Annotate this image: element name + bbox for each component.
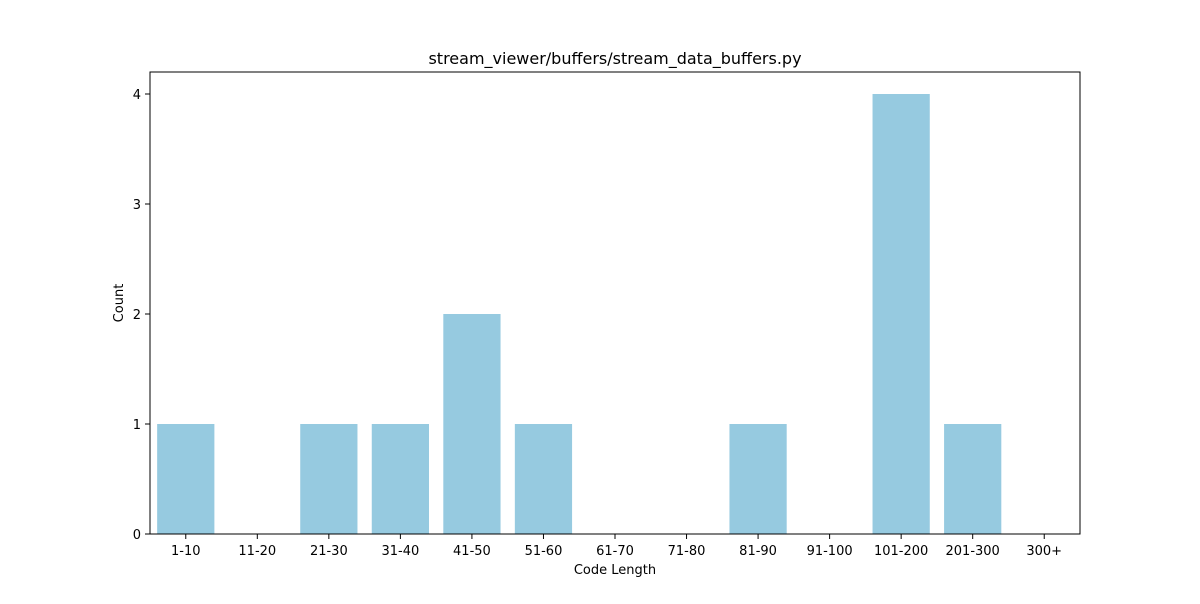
x-tick-label: 71-80	[668, 544, 706, 559]
bar-31-40	[371, 424, 429, 534]
x-axis-label: Code Length	[574, 563, 656, 578]
bar-101-200	[872, 94, 930, 534]
x-tick-label: 91-100	[807, 544, 853, 559]
x-tick-label: 300+	[1026, 544, 1062, 559]
x-axis-ticks: 1-10 11-20 21-30 31-40 41-50 51-60 61-70 71-80 8…	[171, 534, 1062, 559]
x-tick-label: 201-300	[946, 544, 1000, 559]
bar-41-50	[443, 314, 501, 534]
bar-1-10	[157, 424, 215, 534]
bar-201-300	[944, 424, 1002, 534]
x-tick-label: 51-60	[525, 544, 563, 559]
y-axis-ticks: 0 1 2 3 4	[133, 88, 150, 543]
chart-title: stream_viewer/buffers/stream_data_buffer…	[428, 49, 801, 69]
y-tick-label: 1	[133, 418, 141, 433]
x-tick-label: 101-200	[874, 544, 928, 559]
bar-21-30	[300, 424, 358, 534]
x-tick-label: 61-70	[596, 544, 634, 559]
x-tick-label: 31-40	[381, 544, 419, 559]
y-tick-label: 3	[133, 198, 141, 213]
x-tick-label: 21-30	[310, 544, 348, 559]
bar-51-60	[514, 424, 573, 534]
bar-81-90	[729, 424, 787, 534]
y-tick-label: 4	[133, 88, 141, 103]
x-tick-label: 41-50	[453, 544, 491, 559]
plot-area-frame	[149, 71, 1081, 535]
y-tick-label: 2	[133, 308, 141, 323]
x-tick-label: 1-10	[171, 544, 201, 559]
y-tick-label: 0	[133, 528, 141, 543]
bars-group	[157, 94, 1002, 534]
x-tick-label: 81-90	[739, 544, 777, 559]
x-tick-label: 11-20	[238, 544, 276, 559]
y-axis-label: Count	[112, 284, 127, 323]
